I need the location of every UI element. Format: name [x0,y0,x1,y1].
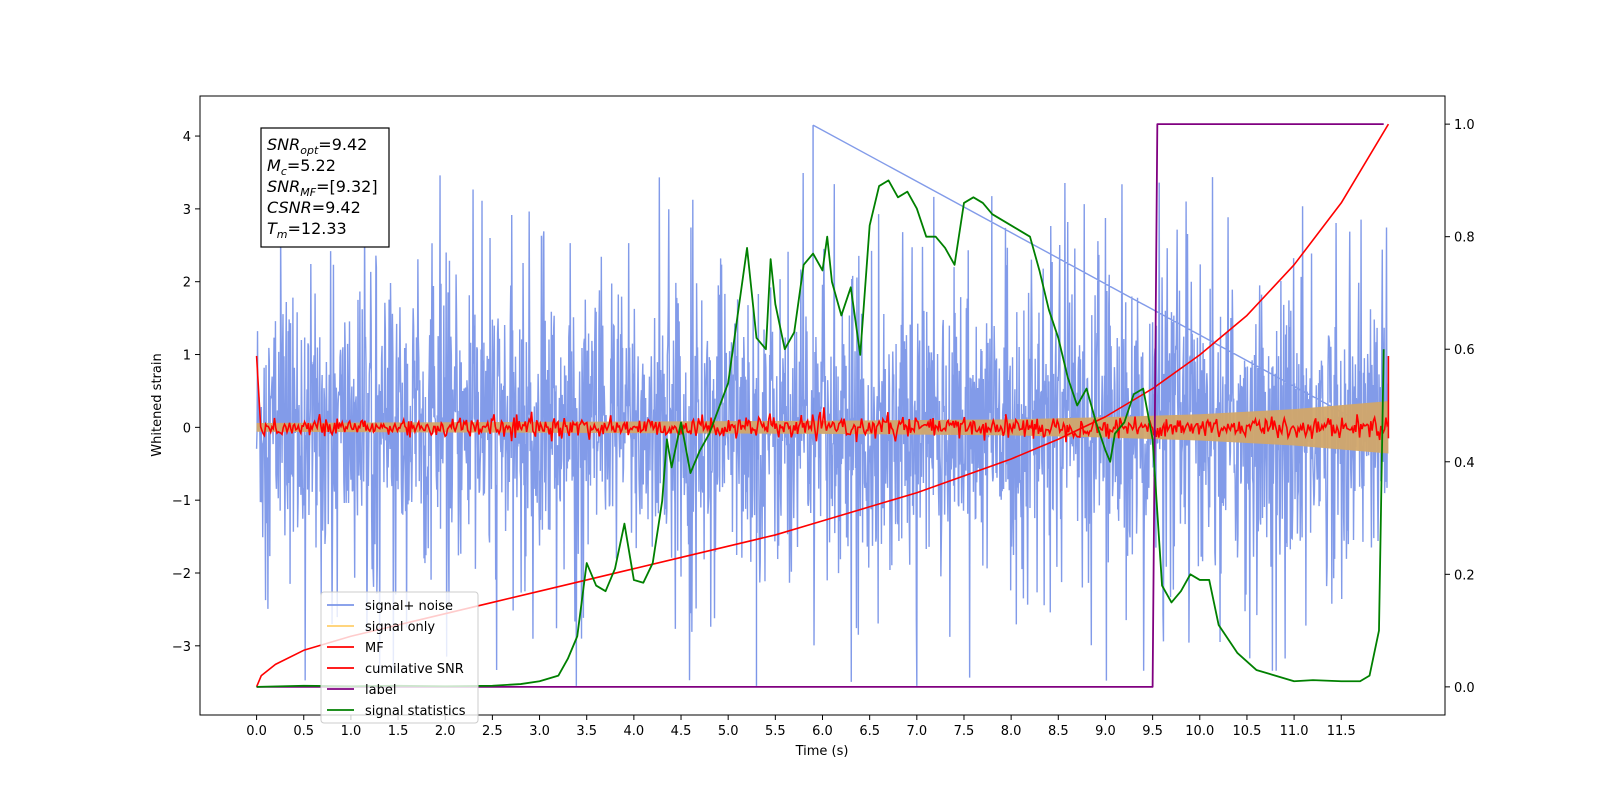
y-tick-label: 4 [183,130,191,145]
y-tick-label: −3 [172,640,191,655]
y2-axis: 0.0 0.2 0.4 0.6 0.8 1.0 [1445,118,1475,696]
legend-label: signal+ noise [365,599,453,614]
x-tick-label: 8.5 [1048,724,1069,739]
x-tick-label: 5.0 [718,724,739,739]
series-signal-noise [255,124,1390,686]
x-tick-label: 0.5 [293,724,314,739]
x-tick-label: 2.5 [482,724,503,739]
legend-frame [320,591,479,724]
series-mf [255,355,1390,443]
y-tick-label: 2 [183,276,191,291]
x-tick-label: 11.0 [1280,724,1309,739]
x-tick-label: 7.5 [954,724,975,739]
annotation-line: CSNR=9.42 [267,198,361,217]
x-tick-label: 1.5 [388,724,409,739]
legend: signal+ noise signal only MF cumilative SNR… [320,591,479,724]
legend-label: signal only [365,620,435,635]
y-tick-label: 1 [183,349,191,364]
x-tick-label: 1.0 [341,724,362,739]
x-tick-label: 3.5 [576,724,597,739]
x-tick-label: 2.0 [435,724,456,739]
annotation-line: SNRMF=[9.32] [267,177,378,199]
y2-tick-label: 0.2 [1454,568,1475,583]
x-axis: 0.0 0.5 1.0 1.5 2.0 2.5 3.0 3.5 4.0 4.5 5.0 5.5 6.0 6… [246,715,1356,739]
series-signal-only [256,401,1389,454]
annotation-frame [260,127,390,248]
y2-tick-label: 0.8 [1454,231,1475,246]
y-tick-label: −1 [172,494,191,509]
x-tick-label: 4.0 [624,724,645,739]
series-signal-statistics [256,179,1385,688]
y-tick-label: −2 [172,567,191,582]
x-tick-label: 10.0 [1185,724,1214,739]
x-tick-label: 4.5 [671,724,692,739]
x-axis-label: Time (s) [795,744,849,759]
x-tick-label: 8.0 [1001,724,1022,739]
y-axis-label: Whitened strain [150,353,165,456]
annotation-line: SNRopt=9.42 [267,135,367,157]
annotation-line: Mc=5.22 [267,156,336,178]
x-tick-label: 5.5 [765,724,786,739]
x-tick-label: 6.5 [859,724,880,739]
legend-label: label [365,683,396,698]
y2-tick-label: 0.0 [1454,681,1475,696]
x-tick-label: 6.0 [812,724,833,739]
y-tick-label: 0 [183,421,191,436]
x-tick-label: 3.0 [529,724,550,739]
series-label [256,123,1384,688]
legend-label: cumilative SNR [365,662,464,677]
y2-tick-label: 0.6 [1454,343,1475,358]
legend-label: signal statistics [365,704,466,719]
x-tick-label: 7.0 [906,724,927,739]
x-tick-label: 9.0 [1095,724,1116,739]
y-axis: −3 −2 −1 0 1 2 3 4 [172,130,200,655]
y2-tick-label: 1.0 [1454,118,1475,133]
y-tick-label: 3 [183,203,191,218]
annotation-line: Tm=12.33 [267,219,347,241]
legend-label: MF [365,641,384,656]
x-tick-label: 11.5 [1327,724,1356,739]
x-tick-label: 10.5 [1232,724,1261,739]
x-tick-label: 0.0 [246,724,267,739]
y2-tick-label: 0.4 [1454,456,1475,471]
x-tick-label: 9.5 [1142,724,1163,739]
